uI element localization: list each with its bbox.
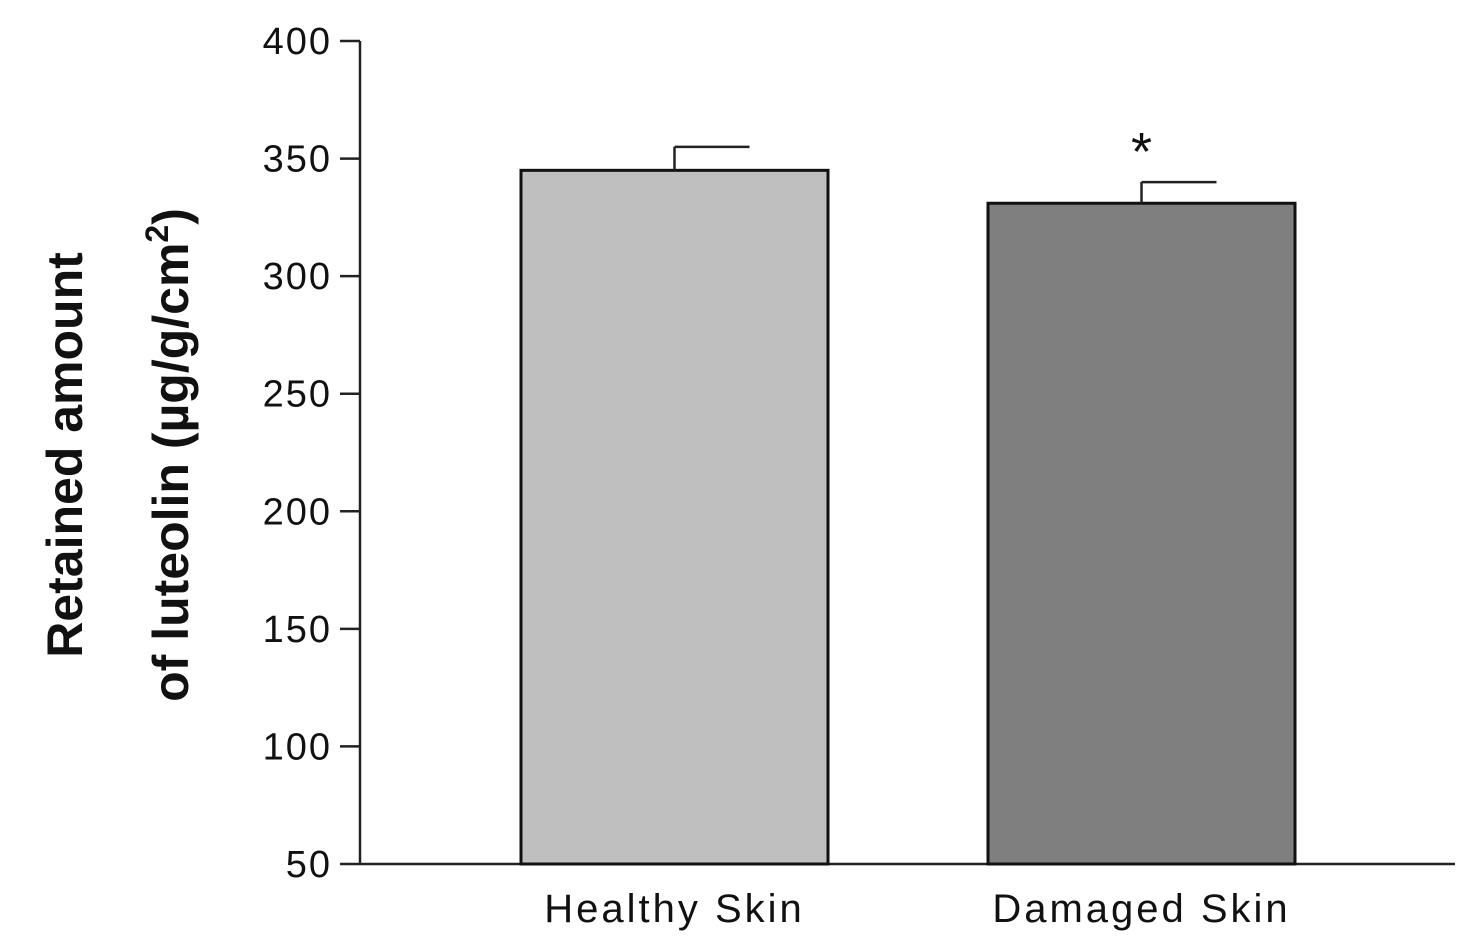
- x-category-label: Damaged Skin: [992, 887, 1290, 931]
- y-tick-label: 100: [263, 726, 332, 768]
- y-tick-label: 250: [263, 374, 332, 416]
- y-axis-title-line2-group: of luteolin (µg/g/cm2): [139, 208, 199, 702]
- y-axis-title: Retained amount: [37, 252, 93, 658]
- y-axis-title-line2-end: ): [143, 208, 199, 225]
- significance-marker: *: [1131, 122, 1152, 182]
- bar: [519, 168, 830, 866]
- y-tick-label: 400: [263, 21, 332, 63]
- y-tick-label: 300: [263, 256, 332, 298]
- y-axis-title-line2: of luteolin (µg/g/cm2): [139, 208, 199, 702]
- y-axis-title-line1: Retained amount: [37, 252, 93, 658]
- y-tick-label: 200: [263, 491, 332, 533]
- y-axis-title-line2-main: of luteolin (µg/g/cm: [143, 243, 199, 702]
- y-axis-title-superscript: 2: [139, 225, 175, 243]
- x-category-label: Healthy Skin: [544, 887, 805, 931]
- bar: [986, 201, 1297, 866]
- y-tick-label: 350: [263, 139, 332, 181]
- plot-area: 50 100 150 200 250 300 350 400 Healthy Skin * Dama…: [263, 21, 1455, 931]
- y-tick-label: 150: [263, 609, 332, 651]
- y-tick-label: 50: [286, 844, 332, 886]
